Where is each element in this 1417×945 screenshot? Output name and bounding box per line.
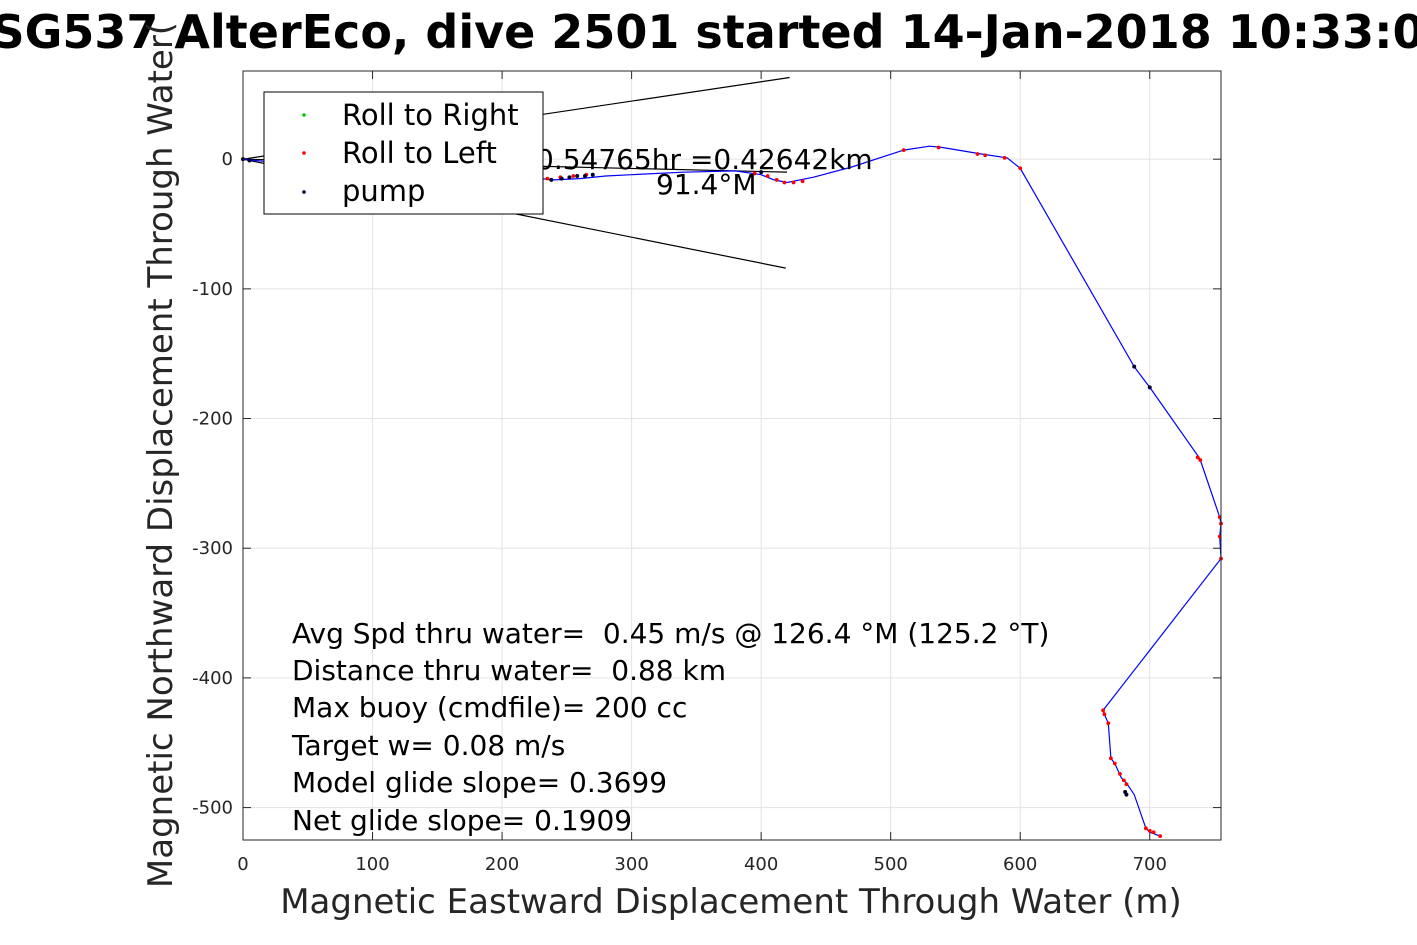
pump-point <box>582 174 587 179</box>
roll-left-point <box>571 174 576 178</box>
x-tick-label: 600 <box>1003 854 1037 875</box>
pump-point <box>1124 792 1129 797</box>
roll-left-point <box>1106 721 1111 726</box>
roll-left-point <box>983 153 988 158</box>
roll-left-point <box>774 178 779 182</box>
roll-left-point <box>1118 771 1122 776</box>
roll-left-point <box>545 176 550 181</box>
pump-point <box>549 177 554 182</box>
roll-left-point <box>1108 756 1113 761</box>
legend-marker-pump <box>302 190 306 194</box>
x-axis-label: Magnetic Eastward Displacement Through W… <box>280 882 1182 922</box>
pump-point <box>1147 385 1152 390</box>
axis-ticks: 0 100 200 300 400 500 600 700 -500 -400 -300 -200 -1… <box>192 71 1221 875</box>
roll-left-point <box>975 152 980 156</box>
roll-left-point <box>782 180 787 185</box>
roll-left-point <box>800 179 805 184</box>
pump-point <box>247 158 252 163</box>
roll-left-point <box>1195 455 1200 460</box>
roll-left-point <box>1102 712 1107 717</box>
roll-left-point <box>1143 826 1148 831</box>
roll-left-point <box>1101 708 1106 713</box>
y-tick-label: -400 <box>192 668 233 689</box>
pump-point <box>1132 364 1137 369</box>
roll-left-point <box>1124 782 1129 787</box>
y-tick-label: -300 <box>192 538 233 559</box>
roll-left-point <box>1018 166 1023 171</box>
chart-title: SG537 AlterEco, dive 2501 started 14-Jan… <box>0 5 1417 59</box>
pump-point <box>759 170 764 175</box>
stat-net-glide-slope: Net glide slope= 0.1909 <box>292 804 632 837</box>
x-tick-label: 500 <box>874 854 908 875</box>
roll-left-point <box>1002 155 1007 160</box>
y-tick-label: -200 <box>192 409 233 430</box>
x-tick-label: 0 <box>237 854 248 875</box>
legend-label-roll-left: Roll to Left <box>342 136 497 170</box>
roll-left-point <box>901 148 906 153</box>
x-tick-label: 200 <box>485 854 519 875</box>
x-tick-label: 400 <box>744 854 778 875</box>
legend-marker-roll-right <box>302 113 306 117</box>
legend-box <box>263 91 544 215</box>
x-tick-label: 100 <box>355 854 389 875</box>
roll-left-point <box>1198 458 1203 462</box>
stat-target-w: Target w= 0.08 m/s <box>291 729 565 762</box>
roll-left-point <box>1121 778 1126 783</box>
stat-max-buoy: Max buoy (cmdfile)= 200 cc <box>292 691 687 724</box>
pump-point <box>575 174 580 179</box>
pump-point <box>590 172 595 177</box>
x-tick-label: 300 <box>614 854 648 875</box>
stat-model-glide-slope: Model glide slope= 0.3699 <box>292 766 667 799</box>
pump-point <box>559 176 564 181</box>
y-tick-label: -100 <box>192 279 233 300</box>
roll-left-point <box>936 145 941 150</box>
time-distance-annotation: 0.54765hr =0.42642km <box>536 143 873 176</box>
roll-left-point <box>791 180 796 185</box>
plot-frame <box>242 70 1222 841</box>
roll-left-point <box>1112 761 1117 766</box>
grid-lines <box>242 71 1221 840</box>
y-tick-label: -500 <box>192 798 233 819</box>
roll-left-point <box>1151 830 1156 835</box>
stat-distance: Distance thru water= 0.88 km <box>292 654 726 687</box>
roll-left-point <box>1147 829 1152 833</box>
pump-point <box>567 175 572 180</box>
y-tick-label: 0 <box>222 149 233 170</box>
roll-left-point <box>765 174 770 178</box>
y-axis-label: Magnetic Northward Displacement Through … <box>141 22 181 888</box>
roll-left-point <box>752 171 757 176</box>
legend-label-roll-right: Roll to Right <box>342 98 519 132</box>
legend-marker-roll-left <box>302 151 306 155</box>
legend: Roll to Right Roll to Left pump <box>263 91 544 215</box>
dive-stats: Avg Spd thru water= 0.45 m/s @ 126.4 °M … <box>291 617 1049 837</box>
stat-avg-speed: Avg Spd thru water= 0.45 m/s @ 126.4 °M … <box>292 617 1049 650</box>
legend-label-pump: pump <box>342 174 425 208</box>
heading-annotation: 91.4°M <box>656 168 757 201</box>
x-tick-label: 700 <box>1133 854 1167 875</box>
roll-left-point <box>1158 834 1163 839</box>
